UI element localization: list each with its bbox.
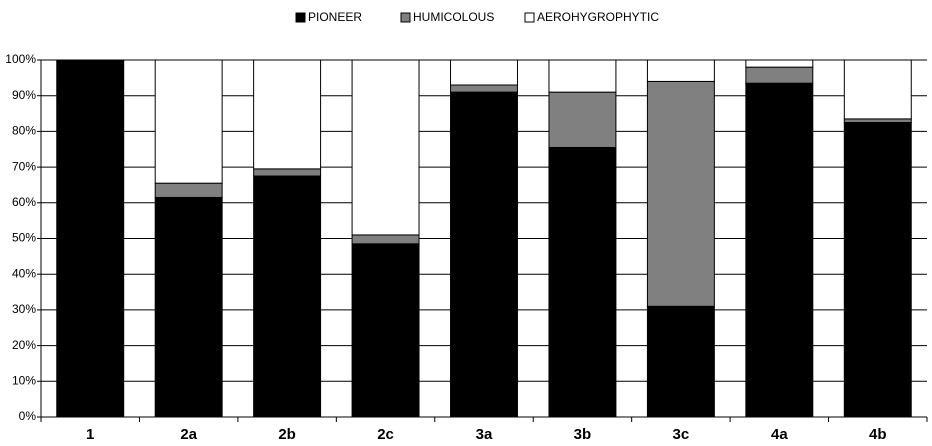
bar-segment [253,175,322,418]
legend-swatch [524,12,535,23]
legend-swatch [295,12,306,23]
y-tick-label: 30% [12,302,36,316]
bar-segment [843,121,912,418]
bar-segment [351,59,420,236]
bar-segment [745,82,814,418]
bar-segment [253,168,322,177]
bar-segment [253,59,322,170]
y-tick-label: 20% [12,338,36,352]
y-tick-label: 60% [12,195,36,209]
bar-segment [646,305,715,418]
y-tick-label: 100% [5,52,36,66]
bar-segment [56,59,125,418]
legend-swatch [400,12,411,23]
legend-label: AEROHYGROPHYTIC [537,10,659,24]
x-tick-label: 2b [278,426,296,443]
x-tick-label: 3b [574,426,592,443]
legend-label: PIONEER [308,10,362,24]
bar-segment [843,59,912,120]
y-tick-label: 0% [19,409,37,423]
y-tick-label: 40% [12,266,36,280]
bar-segment [351,234,420,245]
bar-segment [843,118,912,123]
bar-segment [548,146,617,418]
y-tick-label: 90% [12,88,36,102]
bar-segment [450,91,518,418]
bar-segment [548,59,617,93]
x-tick-label: 4b [869,426,887,443]
bar-segment [154,59,223,184]
x-tick-label: 1 [86,426,94,443]
bar-segment [745,59,814,68]
x-tick-label: 3c [673,426,690,443]
bar-segment [154,196,223,418]
bar-segment [450,84,518,93]
bar-segment [450,59,518,86]
y-tick-label: 50% [12,231,36,245]
bar-segment [548,91,617,148]
x-tick-label: 3a [476,426,493,443]
x-tick-label: 4a [771,426,788,443]
bar-segment [646,59,715,82]
y-tick-label: 80% [12,124,36,138]
x-tick-label: 2a [180,426,197,443]
x-tick-label: 2c [377,426,394,443]
legend-label: HUMICOLOUS [413,10,494,24]
bar-segment [154,182,223,198]
y-tick-label: 10% [12,373,36,387]
bar-segment [745,66,814,84]
bar-segment [646,80,715,307]
y-tick-label: 70% [12,159,36,173]
bar-segment [351,243,420,418]
